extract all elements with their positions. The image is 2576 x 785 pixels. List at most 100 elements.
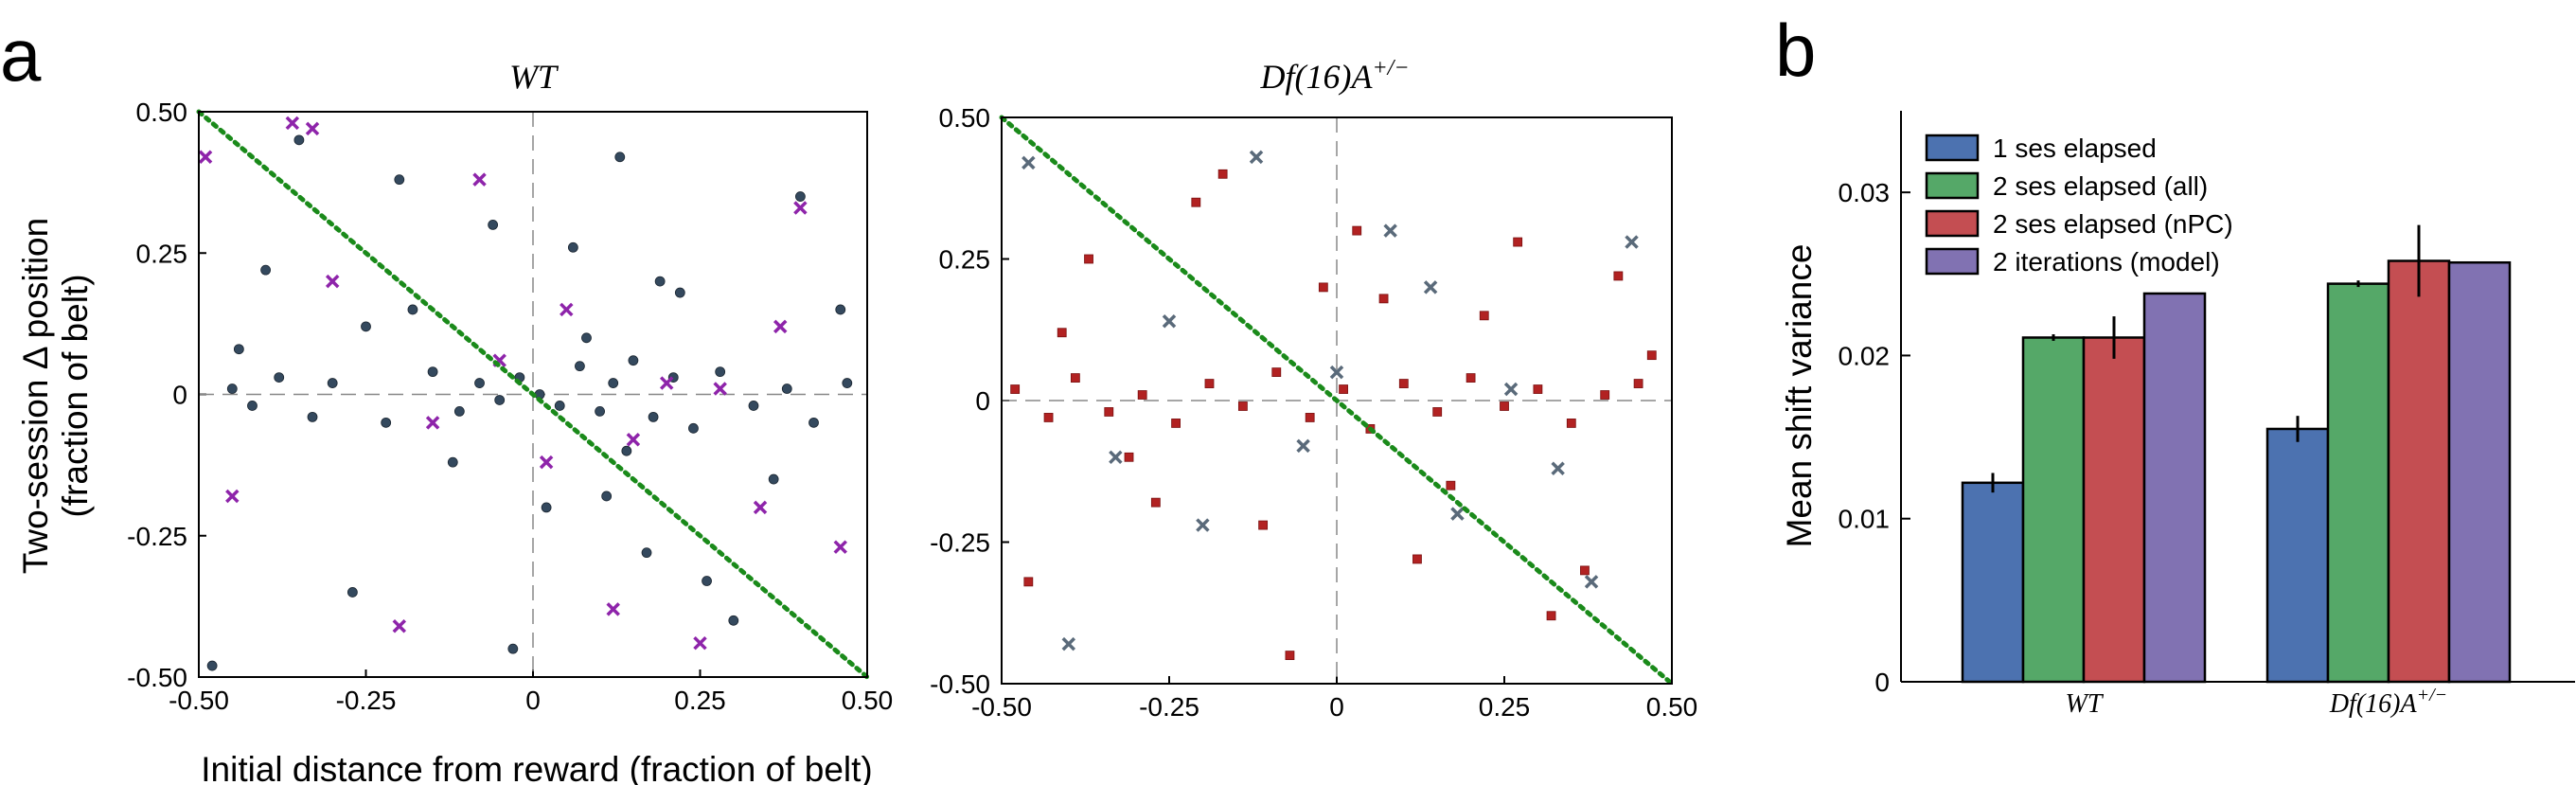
- scatter-cross-point: [693, 635, 707, 651]
- scatter-point: [715, 366, 726, 378]
- scatter-point: [688, 422, 699, 434]
- scatter-point: [702, 576, 712, 586]
- bar-legend: 1 ses elapsed 2 ses elapsed (all) 2 ses el…: [1925, 134, 2233, 277]
- scatter-title-df16a: Df(16)A+/−: [1259, 56, 1409, 96]
- bar: [2021, 336, 2086, 684]
- scatter-cross-point: [539, 455, 554, 470]
- cross-stroke: [1249, 150, 1264, 165]
- scatter-point: [581, 332, 592, 344]
- bar-y-tick-label: 0: [1874, 668, 1890, 697]
- cross-stroke: [753, 500, 768, 515]
- scatter-cross-point: [1249, 150, 1264, 165]
- scatter-point: [641, 547, 652, 559]
- scatter-point: [1352, 225, 1362, 236]
- cross-stroke: [1625, 235, 1639, 249]
- x-tick-label: 0.50: [842, 686, 894, 715]
- scatter-point: [1633, 379, 1643, 388]
- y-tick-label: 0.25: [136, 239, 188, 268]
- cross-stroke: [1450, 507, 1465, 521]
- scatter-point: [427, 366, 438, 378]
- y-tick-label: 0: [172, 381, 187, 410]
- scatter-point: [768, 473, 779, 485]
- cross-stroke: [285, 116, 300, 131]
- scatter-point: [1466, 373, 1476, 383]
- scatter-point: [601, 491, 613, 502]
- scatter-cross-point: [1383, 223, 1397, 238]
- scatter-point: [293, 134, 305, 146]
- scatter-cross-point: [1503, 382, 1519, 397]
- legend-label: 1 ses elapsed: [1993, 134, 2157, 163]
- x-tick-label: -0.50: [971, 692, 1032, 722]
- scatter-cross-point: [773, 319, 788, 334]
- scatter-point: [614, 152, 626, 163]
- shared-y-label: Two-session Δ position (fraction of belt…: [16, 218, 95, 574]
- scatter-point: [1171, 419, 1181, 428]
- bar-ticks: 0 0.01 0.02 0.03 WT Df(16)A+/−: [1839, 111, 2575, 719]
- scatter-cross-point: [560, 302, 574, 317]
- cross-stroke: [472, 172, 487, 187]
- bar: [1961, 481, 2025, 684]
- scatter-point: [621, 445, 632, 456]
- scatter-point: [575, 361, 585, 372]
- scatter-cross-point: [1162, 314, 1177, 329]
- scatter-frame-df16a: [1001, 116, 1673, 685]
- bar-category-label: Df(16)A+/−: [2329, 685, 2447, 719]
- scatter-point: [648, 411, 659, 422]
- scatter-point: [453, 406, 465, 417]
- scatter-point: [1137, 390, 1147, 400]
- bar: [2265, 427, 2330, 684]
- scatter-point: [447, 456, 458, 468]
- cross-stroke: [1061, 636, 1076, 651]
- scatter-point: [1023, 577, 1034, 587]
- scatter-marks-df16a: [999, 115, 1675, 687]
- scatter-cross-point: [198, 150, 213, 164]
- scatter-point: [1318, 282, 1328, 293]
- cross-stroke: [793, 201, 808, 215]
- scatter-point: [474, 378, 485, 388]
- bar-panel: Mean shift variance 0 0.01 0.02 0.03 WT Df(16…: [1780, 111, 2575, 719]
- scatter-point: [1010, 384, 1021, 394]
- bar: [2387, 259, 2451, 684]
- scatter-point: [1613, 271, 1624, 281]
- cross-stroke: [773, 319, 788, 334]
- scatter-cross-point: [659, 376, 674, 390]
- y-tick-label: 0.50: [939, 103, 991, 133]
- bar-y-label: Mean shift variance: [1780, 244, 1819, 548]
- scatter-cross-point: [285, 116, 300, 131]
- cross-stroke: [606, 602, 620, 616]
- scatter-point: [1237, 401, 1248, 411]
- scatter-point: [541, 502, 552, 513]
- scatter-point: [728, 615, 739, 626]
- scatter-point: [394, 174, 405, 186]
- cross-stroke: [1162, 314, 1177, 329]
- scatter-cross-point: [1423, 280, 1438, 294]
- y-tick-label: -0.50: [127, 663, 187, 692]
- bar-category-sup: +/−: [2417, 685, 2448, 705]
- cross-stroke: [1503, 382, 1519, 397]
- scatter-point: [1432, 407, 1443, 417]
- scatter-cross-point: [1061, 636, 1076, 651]
- scatter-cross-point: [1584, 575, 1599, 589]
- scatter-point: [628, 355, 639, 366]
- scatter-cross-point: [305, 121, 320, 136]
- scatter-point: [808, 417, 819, 428]
- cross-stroke: [225, 489, 240, 504]
- bar-y-tick-label: 0.01: [1839, 505, 1891, 534]
- scatter-title-wt: WT: [509, 58, 560, 96]
- scatter-cross-point: [833, 540, 847, 554]
- scatter-point: [1217, 169, 1228, 179]
- reference-line: [196, 109, 870, 680]
- cross-stroke: [1551, 461, 1565, 475]
- cross-stroke: [1329, 365, 1344, 380]
- scatter-point: [674, 287, 685, 298]
- scatter-ticks-df16a: -0.50 -0.25 0 0.25 0.50 0.50 0.25 0 -0.25 -0.50: [930, 103, 1697, 722]
- scatter-point: [1533, 384, 1543, 394]
- scatter-point: [1646, 350, 1657, 361]
- scatter-point: [608, 378, 619, 388]
- scatter-cross-point: [626, 433, 641, 447]
- scatter-cross-point: [1625, 235, 1639, 249]
- x-tick-label: 0: [525, 686, 541, 715]
- cross-stroke: [1022, 155, 1036, 170]
- scatter-cross-point: [1296, 438, 1310, 454]
